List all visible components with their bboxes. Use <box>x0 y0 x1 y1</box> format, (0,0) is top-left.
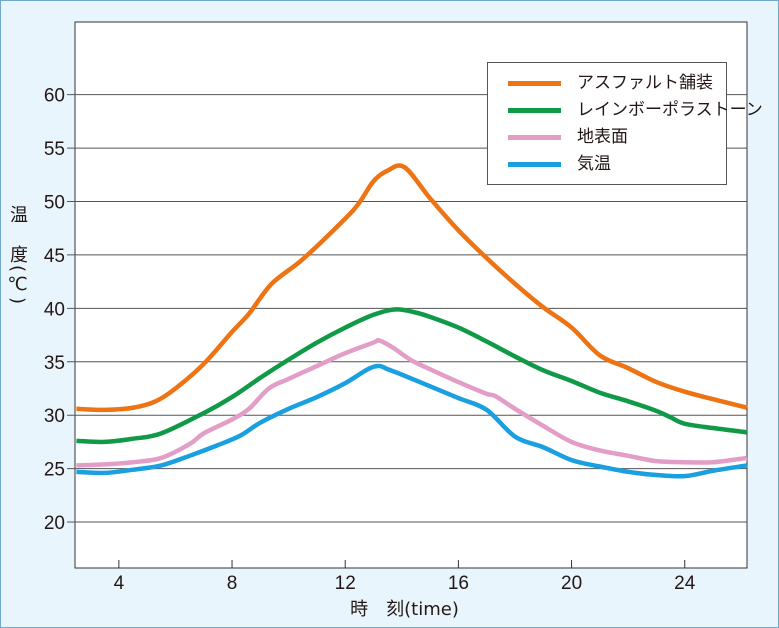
legend-item-rainbow-porastone: レインボーポラストーン <box>488 97 763 123</box>
series-line <box>76 163 748 413</box>
legend-item-air-temperature: 気温 <box>488 151 726 177</box>
y-tick-label: 55 <box>44 139 65 160</box>
legend-swatch <box>508 80 561 86</box>
series-line <box>76 337 748 468</box>
legend-swatch <box>508 161 561 167</box>
legend-swatch <box>508 134 561 140</box>
y-tick-label: 40 <box>44 299 65 320</box>
legend-item-asphalt: アスファルト舗装 <box>488 70 726 96</box>
series-line <box>76 307 748 445</box>
x-tick-label: 12 <box>335 573 356 594</box>
x-tick-label: 16 <box>448 573 469 594</box>
y-tick-label: 30 <box>44 406 65 427</box>
legend-label: アスファルト舗装 <box>577 73 713 93</box>
y-tick-label: 35 <box>44 353 65 374</box>
y-tick-label: 45 <box>44 246 65 267</box>
x-tick-label: 8 <box>227 573 238 594</box>
y-tick-label: 50 <box>44 193 65 214</box>
x-tick-label: 24 <box>674 573 696 594</box>
legend-label: 気温 <box>577 154 611 174</box>
series-line <box>76 363 748 479</box>
x-axis-label: 時 刻(time) <box>350 599 459 620</box>
y-axis-label: 温 度(℃) <box>7 205 28 307</box>
legend-item-ground-surface: 地表面 <box>488 124 726 150</box>
legend: アスファルト舗装 レインボーポラストーン 地表面 気温 <box>487 62 763 185</box>
y-tick-label: 20 <box>44 513 65 534</box>
x-tick-label: 4 <box>114 573 125 594</box>
legend-label: 地表面 <box>577 127 628 147</box>
legend-label: レインボーポラストーン <box>577 100 763 120</box>
y-tick-label: 60 <box>44 86 65 107</box>
legend-swatch <box>508 107 561 113</box>
x-tick-label: 20 <box>561 573 582 594</box>
y-tick-label: 25 <box>44 460 65 481</box>
